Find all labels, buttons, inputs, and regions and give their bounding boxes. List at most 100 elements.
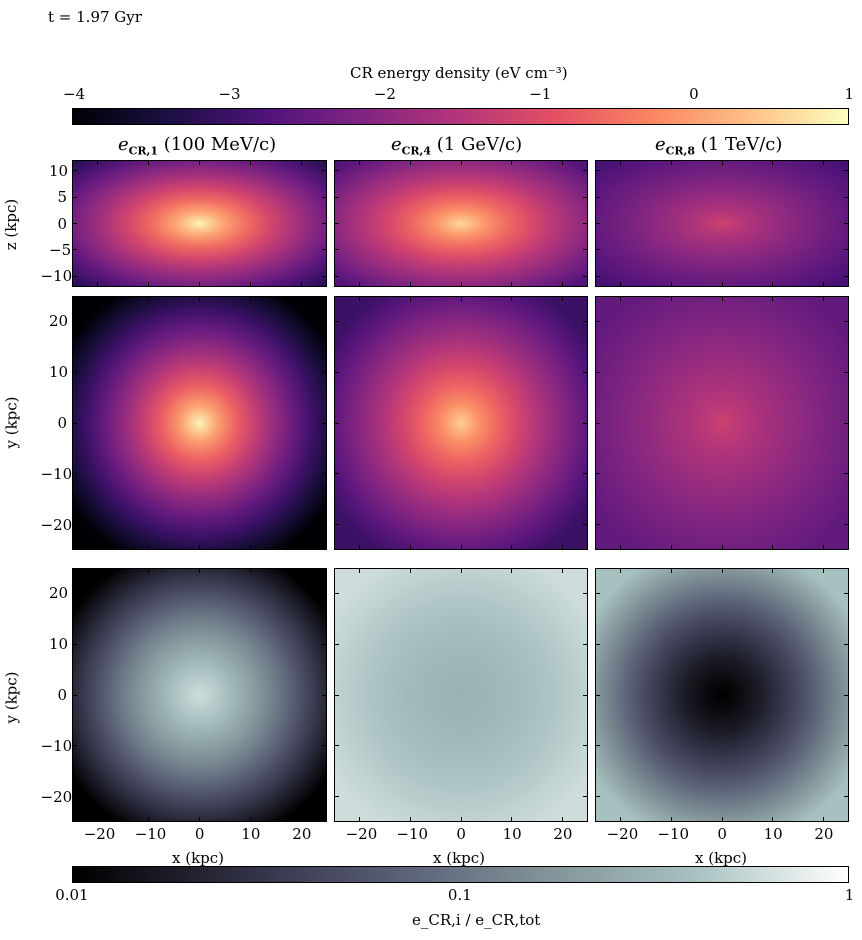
xtick-mark: [250, 568, 251, 573]
xtick-mark: [772, 160, 774, 165]
xtick-mark: [619, 282, 621, 287]
ytick-mark: [334, 796, 339, 798]
xtick-mark: [511, 545, 513, 550]
row1-ytick-label-4: −10: [40, 267, 73, 286]
ytick-mark: [72, 170, 77, 172]
xtick-mark: [562, 282, 564, 287]
top-colorbar-tick-3: −1: [529, 85, 552, 103]
row2-ytick-label-1: 10: [49, 363, 69, 382]
panel-edge-on-cr1: [72, 160, 327, 287]
xtick-mark: [511, 282, 513, 287]
bottom-colorbar-tick-0: 0.01: [55, 886, 89, 904]
ytick-mark: [595, 170, 600, 172]
ytick-mark: [334, 371, 339, 373]
col2-xtick-label-0: −20: [345, 825, 378, 843]
column-title-1: eCR,1 (100 MeV/c): [118, 134, 277, 158]
ytick-mark: [322, 275, 327, 277]
ytick-mark: [72, 592, 77, 594]
xtick-mark: [511, 817, 513, 822]
xtick-mark: [409, 296, 411, 301]
bottom-colorbar-tick-1: 0.1: [447, 886, 472, 904]
xtick-mark: [97, 568, 98, 573]
ytick-mark: [322, 371, 327, 373]
ytick-mark: [844, 745, 849, 747]
ytick-mark: [334, 249, 339, 251]
ytick-mark: [72, 275, 77, 277]
col2-xtick-label-2: 0: [456, 825, 466, 843]
ytick-mark: [322, 473, 327, 475]
ytick-mark: [583, 196, 588, 198]
xtick-mark: [721, 568, 723, 573]
ytick-mark: [334, 745, 339, 747]
col1-xtick-label-3: 10: [241, 825, 261, 843]
panel-face-on-cr4: [334, 296, 588, 550]
xtick-mark: [823, 160, 825, 165]
xtick-mark: [721, 817, 723, 822]
xtick-mark: [409, 160, 411, 165]
xtick-mark: [199, 282, 200, 287]
row1-ytick-label-2: 0: [57, 214, 68, 233]
xtick-mark: [409, 817, 411, 822]
ytick-mark: [72, 473, 77, 475]
xtick-mark: [823, 817, 825, 822]
xtick-mark: [670, 545, 672, 550]
ytick-mark: [595, 643, 600, 645]
xtick-mark: [460, 568, 462, 573]
row3-ytick-label-1: 10: [49, 635, 69, 654]
xtick-mark: [823, 568, 825, 573]
xtick-mark: [199, 545, 200, 550]
col3-xtick-label-1: −10: [657, 825, 690, 843]
heatmap-field: [596, 297, 848, 549]
panel-fraction-cr4: [334, 568, 588, 822]
row1-ytick-label-0: 10: [49, 161, 69, 180]
ytick-mark: [72, 422, 77, 424]
ytick-mark: [595, 320, 600, 322]
bottom-colorbar-label: e_CR,i / e_CR,tot: [412, 911, 541, 929]
xtick-mark: [250, 282, 251, 287]
xtick-mark: [511, 568, 513, 573]
row2-ytick-label-2: 0: [57, 414, 68, 432]
ytick-mark: [334, 422, 339, 424]
ytick-mark: [583, 643, 588, 645]
xtick-mark: [619, 160, 621, 165]
ytick-mark: [583, 223, 588, 224]
heatmap-edge-on: [73, 161, 326, 286]
ytick-mark: [595, 694, 600, 696]
panel-face-on-cr8: [595, 296, 849, 550]
xtick-mark: [772, 296, 774, 301]
ytick-mark: [583, 745, 588, 747]
ytick-mark: [322, 223, 327, 224]
ytick-mark: [334, 275, 339, 277]
xtick-mark: [199, 817, 200, 822]
ytick-mark: [844, 643, 849, 645]
ytick-mark: [595, 592, 600, 594]
heatmap-field: [596, 569, 848, 821]
top-colorbar-tick-1: −3: [218, 85, 241, 103]
xtick-mark: [562, 545, 564, 550]
ytick-mark: [844, 592, 849, 594]
panel-edge-on-cr8: [595, 160, 849, 287]
xtick-mark: [772, 568, 774, 573]
xtick-mark: [97, 282, 98, 287]
xtick-mark: [301, 568, 302, 573]
xtick-mark: [823, 545, 825, 550]
col3-xtick-label-2: 0: [717, 825, 727, 843]
xtick-mark: [511, 160, 513, 165]
xlabel-col3: x (kpc): [695, 849, 748, 867]
heatmap-edge-on: [596, 161, 848, 286]
ytick-mark: [322, 524, 327, 526]
panel-face-on-cr1: [72, 296, 327, 550]
xtick-mark: [721, 545, 723, 550]
xtick-mark: [301, 296, 302, 301]
heatmap-field: [73, 161, 326, 286]
ytick-mark: [844, 422, 849, 424]
col1-xtick-label-4: 20: [292, 825, 312, 843]
top-colorbar: [72, 108, 849, 125]
ytick-mark: [334, 196, 339, 198]
ytick-mark: [322, 170, 327, 172]
ytick-mark: [322, 196, 327, 198]
ytick-mark: [595, 196, 600, 198]
ytick-mark: [322, 796, 327, 798]
ytick-mark: [595, 745, 600, 747]
row1-ytick-label-3: −5: [49, 240, 72, 259]
